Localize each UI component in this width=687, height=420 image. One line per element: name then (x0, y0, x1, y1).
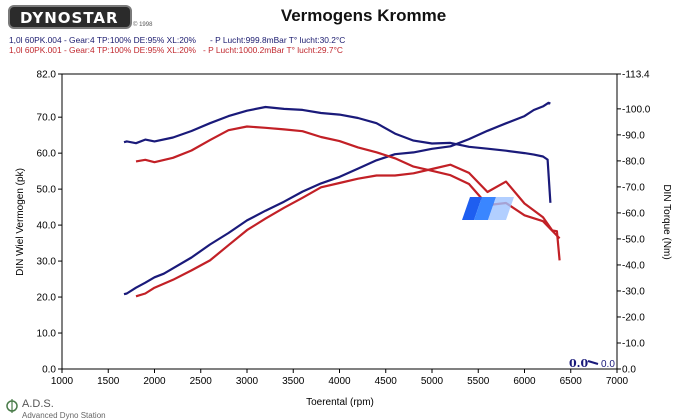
y-right-tick-label: -113.4 (622, 70, 650, 81)
watermark-icon (462, 197, 514, 220)
x-tick-label: 4000 (328, 376, 351, 387)
y-right-tick-label: -80.0 (622, 156, 645, 167)
x-axis: 1000 1500 2000 2500 3000 3500 4000 4500 5000 5500… (51, 369, 629, 387)
chart-title: Vermogens Kromme (280, 6, 447, 25)
y-right-tick-label: -70.0 (622, 182, 645, 193)
y-left-tick-label: 82.0 (37, 70, 57, 81)
y-right-tick-label: 0.0 (622, 365, 636, 376)
x-tick-label: 6500 (560, 376, 583, 387)
x-tick-label: 6000 (513, 376, 536, 387)
x-tick-label: 1500 (97, 376, 120, 387)
y-left-tick-label: 30.0 (37, 257, 57, 268)
y-right-tick-label: -90.0 (622, 130, 645, 141)
y-left-tick-label: 0.0 (42, 365, 56, 376)
y-right-tick-label: -30.0 (622, 286, 645, 297)
run-legend-2: 1,0l 60PK.001 - Gear:4 TP:100% DE:95% XL… (9, 45, 343, 55)
series-line-3-power (135, 163, 561, 298)
y-left-tick-label: 60.0 (37, 149, 57, 160)
series-line-2-torque (123, 105, 552, 203)
ads-subtitle: Advanced Dyno Station (22, 411, 106, 420)
y-right-tick-label: -50.0 (622, 234, 645, 245)
ads-brand: A.D.S. (22, 398, 54, 410)
readout-right: 0.0 (601, 359, 615, 370)
readout-left: 0.0 (569, 357, 588, 370)
dynostar-logo: DYNOSTAR (8, 5, 132, 29)
right-axis: 0.0 -10.0 -20.0 -30.0 -40.0 -50.0 -60.0 -70.0 -8… (617, 70, 651, 376)
x-tick-label: 2500 (190, 376, 213, 387)
y-left-tick-label: 40.0 (37, 221, 57, 232)
y-right-tick-label: -100.0 (622, 104, 651, 115)
logo-copyright-mark: © 1998 (133, 22, 153, 28)
x-tick-label: 5500 (467, 376, 490, 387)
x-tick-label: 3500 (282, 376, 305, 387)
plot-area (61, 73, 618, 370)
y-right-tick-label: -10.0 (622, 338, 645, 349)
x-tick-label: 2000 (143, 376, 166, 387)
y-right-tick-label: -40.0 (622, 260, 645, 271)
series-line-1-power (123, 101, 551, 296)
y-axis-right-label: DIN Torque (Nm) (661, 184, 672, 259)
logo-text: DYNOSTAR (20, 9, 119, 27)
x-tick-label: 5000 (421, 376, 444, 387)
x-tick-label: 4500 (375, 376, 398, 387)
y-axis-left-label: DIN Wiel Vermogen (pk) (15, 168, 26, 276)
readout-marker (587, 360, 599, 365)
x-tick-label: 7000 (606, 376, 629, 387)
y-right-tick-label: -20.0 (622, 312, 645, 323)
run-legend-1: 1,0l 60PK.004 - Gear:4 TP:100% DE:95% XL… (9, 35, 346, 45)
left-axis: 0.0 10.0 20.0 30.0 40.0 50.0 60.0 70.0 82.0 (37, 70, 62, 376)
x-axis-label: Toerental (rpm) (306, 397, 374, 408)
x-tick-label: 1000 (51, 376, 74, 387)
y-left-tick-label: 10.0 (37, 329, 57, 340)
y-left-tick-label: 50.0 (37, 185, 57, 196)
y-left-tick-label: 20.0 (37, 293, 57, 304)
y-left-tick-label: 70.0 (37, 113, 57, 124)
ads-logo-icon (6, 399, 18, 413)
y-right-tick-label: -60.0 (622, 208, 645, 219)
x-tick-label: 3000 (236, 376, 259, 387)
